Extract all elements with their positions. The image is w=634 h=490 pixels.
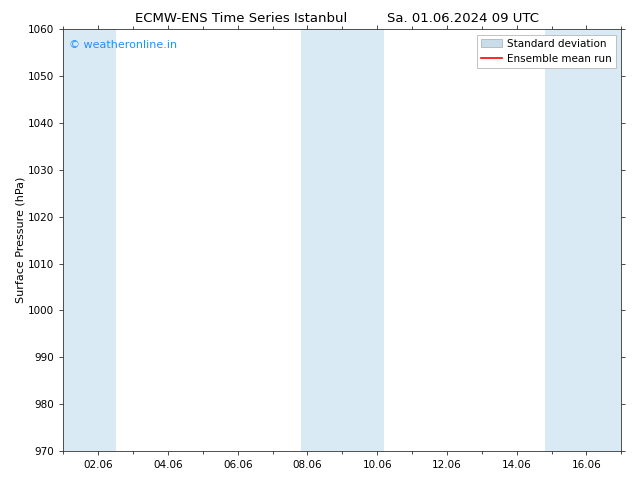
- Y-axis label: Surface Pressure (hPa): Surface Pressure (hPa): [15, 177, 25, 303]
- Bar: [545, 29, 621, 451]
- Legend: Standard deviation, Ensemble mean run: Standard deviation, Ensemble mean run: [477, 35, 616, 68]
- Bar: [301, 29, 384, 451]
- Text: ECMW-ENS Time Series Istanbul: ECMW-ENS Time Series Istanbul: [135, 12, 347, 25]
- Text: Sa. 01.06.2024 09 UTC: Sa. 01.06.2024 09 UTC: [387, 12, 539, 25]
- Bar: [63, 29, 115, 451]
- Text: © weatheronline.in: © weatheronline.in: [69, 40, 177, 50]
